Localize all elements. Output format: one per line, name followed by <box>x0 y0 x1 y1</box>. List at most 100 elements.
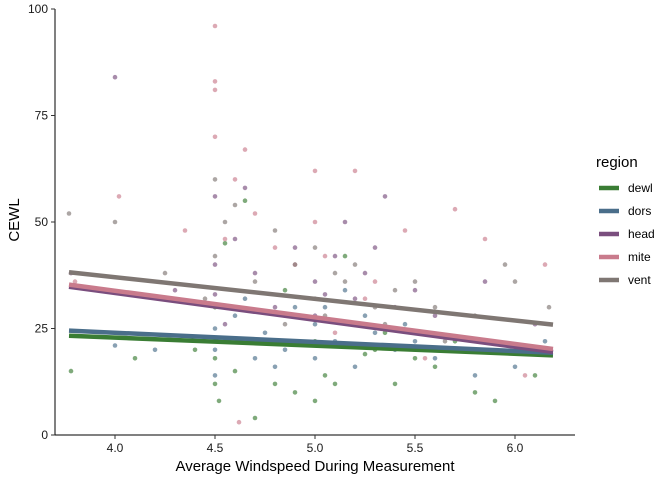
data-point-mite <box>362 296 368 302</box>
data-point-dewl <box>222 241 228 246</box>
legend-label-dors: dors <box>628 204 651 218</box>
data-point-vent <box>392 287 398 293</box>
data-point-dors <box>272 364 278 370</box>
data-point-head <box>292 245 298 250</box>
data-point-mite <box>252 211 258 216</box>
data-point-mite <box>522 373 528 378</box>
data-point-mite <box>212 87 218 93</box>
data-point-vent <box>352 262 358 267</box>
data-point-vent <box>66 211 72 216</box>
data-point-dewl <box>216 398 222 404</box>
data-point-dors <box>432 356 438 361</box>
legend-item-dewl: dewl <box>599 181 653 195</box>
data-point-vent <box>442 339 448 344</box>
data-point-dors <box>312 356 318 361</box>
data-point-vent <box>212 177 218 182</box>
data-point-dors <box>342 287 348 293</box>
y-tick-label: 100 <box>28 2 48 16</box>
fit-lines-layer <box>68 270 554 358</box>
data-point-vent <box>546 304 552 310</box>
x-tick-label: 4.5 <box>207 441 224 455</box>
data-point-vent <box>332 270 338 276</box>
data-point-dewl <box>292 390 298 395</box>
data-point-vent <box>292 262 298 267</box>
data-point-mite <box>232 177 238 182</box>
data-point-dewl <box>132 356 138 361</box>
axes: 4.0 4.5 5.0 5.5 6.0 0 25 50 75 100 <box>28 2 575 455</box>
data-point-mite <box>402 228 408 233</box>
data-point-vent <box>222 219 228 225</box>
points-layer <box>66 23 552 425</box>
data-point-vent <box>282 321 288 327</box>
legend-item-dors: dors <box>599 204 651 218</box>
data-point-dors <box>262 330 268 336</box>
data-point-dors <box>412 339 418 344</box>
data-point-head <box>252 270 258 276</box>
data-point-head <box>332 253 338 259</box>
data-point-dewl <box>362 351 368 357</box>
y-tick-label: 50 <box>35 215 49 229</box>
data-point-head <box>212 194 218 199</box>
data-point-dewl <box>242 198 248 203</box>
data-point-dors <box>362 313 368 319</box>
data-point-dewl <box>392 381 398 387</box>
legend-item-head: head <box>599 227 655 241</box>
data-point-dewl <box>492 398 498 404</box>
data-point-vent <box>112 219 118 225</box>
data-point-dewl <box>342 253 348 259</box>
data-point-vent <box>202 296 208 302</box>
data-point-mite <box>372 279 378 284</box>
data-point-vent <box>432 304 438 310</box>
data-point-dors <box>312 321 318 327</box>
data-point-dors <box>232 313 238 319</box>
data-point-dewl <box>322 373 328 378</box>
data-point-dors <box>542 339 548 344</box>
y-axis-title: CEWL <box>6 198 23 241</box>
y-tick-label: 75 <box>35 109 49 123</box>
x-tick-label: 6.0 <box>507 441 524 455</box>
data-point-head <box>382 194 388 199</box>
data-point-vent <box>212 253 218 259</box>
data-point-head <box>482 279 488 284</box>
data-point-mite <box>542 262 548 267</box>
data-point-mite <box>482 236 488 242</box>
data-point-head <box>432 313 438 319</box>
data-point-mite <box>312 219 318 225</box>
x-tick-label: 5.0 <box>307 441 324 455</box>
data-point-mite <box>116 194 122 199</box>
data-point-dors <box>402 321 408 327</box>
data-point-head <box>312 279 318 284</box>
data-point-head <box>342 219 348 225</box>
data-point-dewl <box>212 381 218 387</box>
data-point-vent <box>502 262 508 267</box>
data-point-head <box>212 262 218 267</box>
data-point-dors <box>242 296 248 302</box>
data-point-vent <box>232 202 238 208</box>
fit-line-mite <box>68 282 554 352</box>
data-point-mite <box>352 168 358 174</box>
data-point-dors <box>212 347 218 353</box>
data-point-head <box>232 236 238 242</box>
fit-line-head <box>68 284 554 355</box>
fit-line-vent <box>68 270 554 327</box>
data-point-dors <box>322 304 328 310</box>
data-point-dors <box>512 364 518 370</box>
data-point-dors <box>372 330 378 336</box>
data-point-mite <box>322 253 328 259</box>
legend-item-vent: vent <box>599 273 651 287</box>
data-point-dors <box>152 347 158 353</box>
data-point-dewl <box>332 381 338 387</box>
data-point-head <box>222 321 228 327</box>
data-point-mite <box>312 168 318 174</box>
x-tick-label: 4.0 <box>107 441 124 455</box>
data-point-dewl <box>252 415 258 421</box>
data-point-dors <box>252 356 258 361</box>
x-tick-label: 5.5 <box>407 441 424 455</box>
fit-line-dewl <box>68 333 554 358</box>
data-point-head <box>352 296 358 302</box>
data-point-dors <box>282 347 288 353</box>
legend-item-mite: mite <box>599 250 651 264</box>
data-point-dewl <box>312 398 318 404</box>
data-point-dors <box>352 364 358 370</box>
